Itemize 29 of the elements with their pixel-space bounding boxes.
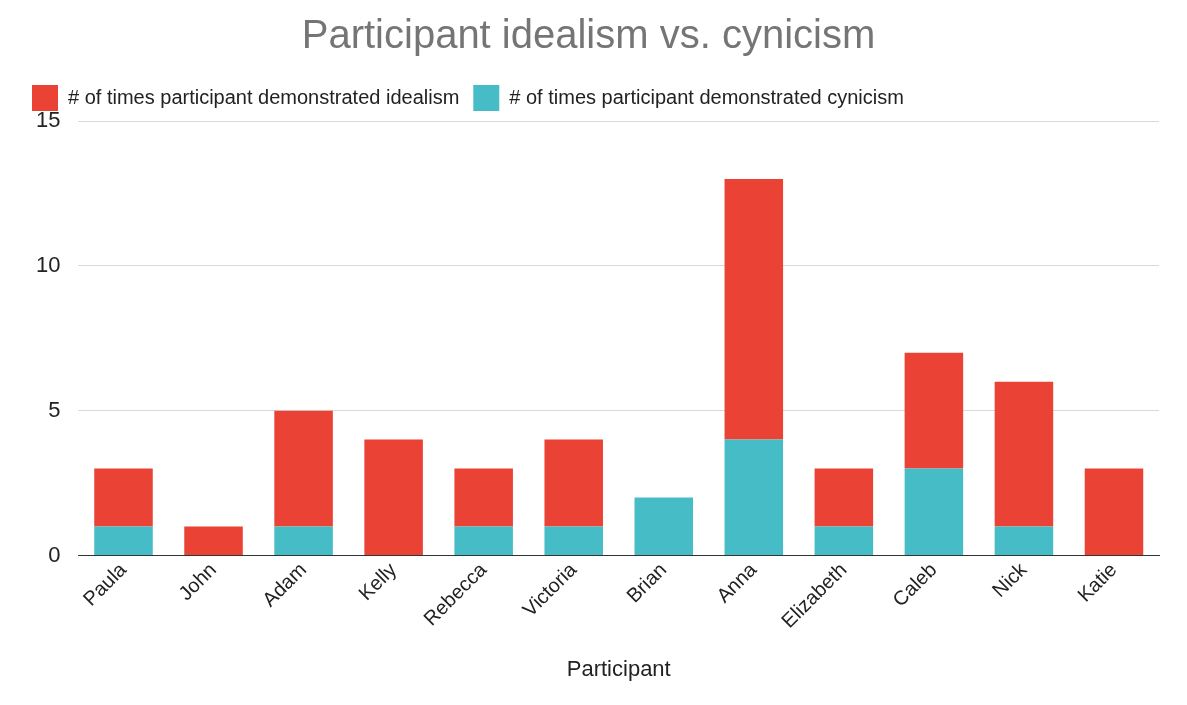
bar — [724, 178, 784, 440]
bar — [454, 468, 513, 527]
bar — [814, 526, 874, 555]
bar — [904, 352, 964, 469]
bar — [544, 526, 603, 555]
legend-label: # of times participant demonstrated idealism — [68, 85, 460, 108]
bar — [994, 381, 1054, 527]
bar — [904, 468, 964, 555]
legend-label: # of times participant demonstrated cynicism — [509, 85, 904, 108]
bar — [724, 439, 784, 555]
bar — [994, 526, 1054, 555]
bar — [184, 526, 243, 555]
bar — [364, 439, 423, 555]
y-tick-label: 0 — [48, 541, 61, 567]
bar — [1084, 468, 1144, 555]
bar — [274, 526, 333, 555]
bar — [634, 497, 694, 555]
bar — [454, 526, 513, 555]
y-tick-label: 10 — [35, 251, 61, 277]
y-tick-label: 15 — [35, 107, 61, 133]
chart-title: Participant idealism vs. cynicism — [301, 12, 876, 57]
bar — [94, 526, 153, 555]
x-tick-label: Nick — [987, 557, 1032, 602]
y-tick-label: 5 — [48, 396, 61, 422]
bar — [274, 410, 333, 527]
bar — [544, 439, 603, 527]
bar — [94, 468, 153, 527]
x-axis-title: Participant — [566, 655, 671, 681]
bar — [814, 468, 874, 527]
